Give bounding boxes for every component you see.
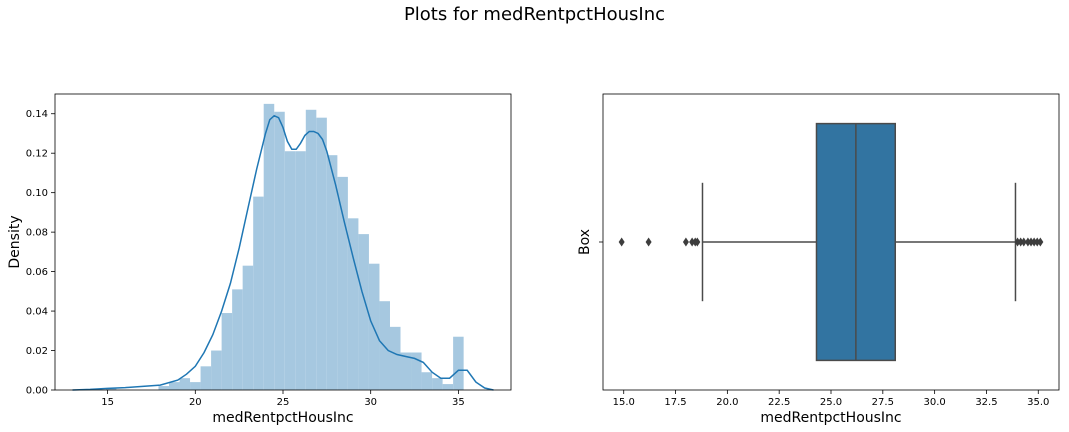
histogram-y-label: Density: [7, 215, 23, 268]
histogram-bar: [358, 234, 369, 390]
outlier-point: [1020, 237, 1027, 247]
y-tick-label: 0.10: [26, 188, 48, 199]
outlier-point: [618, 237, 625, 247]
histogram-bar: [400, 352, 412, 390]
y-tick-label: 0.12: [26, 149, 48, 160]
histogram-bars: [105, 103, 464, 391]
boxplot-panel: 15.0 17.5 20.0 22.5 25.0 27.5 30.0 32.5 35.0 med…: [577, 93, 1060, 426]
outlier-point: [1024, 237, 1031, 247]
outlier-point: [1017, 237, 1024, 247]
histogram-panel: 15 20 25 30 35 0.000.020.040.060.080.100.120…: [7, 93, 512, 426]
histogram-bar: [326, 155, 338, 390]
histogram-y-ticks: 0.00 0.02 0.04 0.06 0.08 0.10 0.12 0.14: [26, 109, 55, 397]
histogram-bar: [316, 117, 327, 391]
x-tick-label: 35: [452, 397, 465, 408]
kde-curve: [72, 114, 494, 391]
boxplot-x-label: medRentpctHousInc: [760, 410, 901, 426]
x-tick-label: 20.0: [716, 397, 738, 408]
histogram-bar: [253, 196, 264, 390]
outlier-point: [645, 237, 652, 247]
x-tick-label: 15: [101, 397, 114, 408]
histogram-bar: [337, 176, 348, 390]
histogram-bar: [169, 382, 180, 390]
boxplot-y-label: Box: [577, 229, 593, 255]
outlier-point: [1034, 237, 1041, 247]
histogram-bar: [190, 382, 201, 390]
outlier-point: [1014, 237, 1021, 247]
histogram-x-ticks: 15 20 25 30 35: [101, 390, 465, 408]
x-tick-label: 35.0: [1027, 397, 1049, 408]
histogram-bar: [305, 109, 317, 390]
x-tick-label: 30: [364, 397, 377, 408]
histogram-bar: [242, 265, 254, 390]
x-tick-label: 25.0: [820, 397, 842, 408]
outlier-point: [1031, 237, 1038, 247]
histogram-bar: [158, 386, 169, 390]
outlier-point: [682, 237, 689, 247]
histogram-bar: [105, 388, 117, 390]
x-tick-label: 22.5: [768, 397, 790, 408]
y-tick-label: 0.06: [26, 267, 48, 278]
histogram-x-label: medRentpctHousInc: [212, 410, 353, 426]
y-tick-label: 0.02: [26, 346, 48, 357]
outlier-point: [689, 237, 696, 247]
outlier-point: [1037, 237, 1044, 247]
histogram-bar: [421, 372, 433, 390]
boxplot-elements: [618, 122, 1044, 362]
y-tick-label: 0.08: [26, 228, 48, 239]
histogram-bar: [389, 326, 401, 390]
histogram-bar: [200, 366, 212, 390]
histogram-bar: [432, 378, 443, 390]
x-tick-label: 15.0: [613, 397, 635, 408]
histogram-bar: [179, 378, 191, 390]
x-tick-label: 30.0: [924, 397, 946, 408]
histogram-bar: [232, 289, 243, 390]
x-tick-label: 27.5: [872, 397, 894, 408]
histogram-bar: [211, 350, 222, 390]
histogram-bar: [284, 151, 296, 390]
histogram-bar: [411, 352, 422, 390]
outlier-point: [694, 237, 701, 247]
outlier-point: [1028, 237, 1035, 247]
y-tick-label: 0.14: [26, 109, 48, 120]
x-tick-label: 20: [189, 397, 202, 408]
histogram-bar: [347, 218, 359, 390]
x-tick-label: 32.5: [975, 397, 997, 408]
figure-title: Plots for medRentpctHousInc: [403, 4, 666, 25]
x-tick-label: 17.5: [664, 397, 686, 408]
histogram-bar: [453, 336, 464, 390]
boxplot-x-ticks: 15.0 17.5 20.0 22.5 25.0 27.5 30.0 32.5 35.0: [613, 390, 1049, 408]
histogram-bar: [295, 151, 306, 390]
x-tick-label: 25: [277, 397, 290, 408]
y-tick-label: 0.00: [26, 386, 48, 397]
histogram-bar: [263, 103, 275, 390]
histogram-bar: [274, 111, 285, 390]
y-tick-label: 0.04: [26, 307, 48, 318]
histogram-bar: [221, 313, 233, 390]
histogram-bar: [368, 263, 380, 390]
histogram-bar: [442, 384, 454, 390]
